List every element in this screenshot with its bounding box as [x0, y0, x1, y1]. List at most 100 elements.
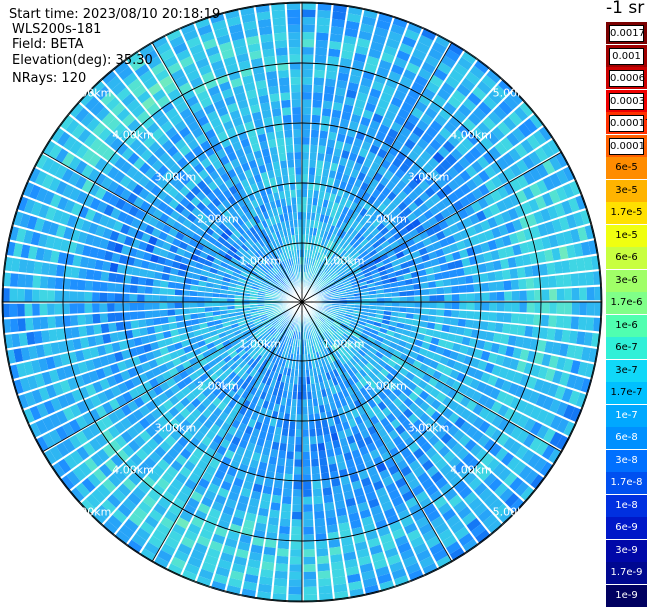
range-gate-cell: [63, 135, 77, 151]
range-gate-cell: [197, 312, 206, 319]
range-gate-cell: [122, 284, 131, 293]
range-gate-cell: [245, 262, 254, 270]
range-gate-cell: [178, 126, 191, 139]
range-gate-cell: [383, 310, 392, 316]
range-gate-cell: [190, 185, 201, 196]
range-gate-cell: [270, 379, 277, 388]
range-gate-cell: [42, 249, 53, 263]
range-gate-cell: [487, 352, 498, 364]
range-gate-cell: [364, 418, 374, 429]
range-gate-cell: [395, 477, 407, 489]
range-gate-cell: [485, 331, 495, 342]
range-gate-cell: [336, 315, 344, 321]
range-gate-cell: [523, 227, 534, 241]
range-gate-cell: [390, 316, 399, 322]
range-gate-cell: [554, 328, 564, 342]
range-gate-cell: [509, 163, 523, 177]
range-gate-cell: [114, 421, 126, 435]
range-gate-cell: [70, 202, 83, 216]
range-gate-cell: [313, 320, 319, 328]
range-gate-cell: [435, 346, 445, 355]
range-gate-cell: [122, 72, 138, 87]
range-gate-cell: [320, 246, 327, 254]
range-gate-cell: [345, 20, 360, 31]
range-gate-cell: [328, 379, 335, 388]
range-gate-cell: [344, 342, 353, 350]
range-gate-cell: [402, 329, 411, 337]
range-gate-cell: [188, 472, 201, 484]
range-gate-cell: [258, 461, 268, 471]
range-gate-cell: [314, 288, 321, 294]
range-gate-cell: [519, 216, 530, 229]
range-gate-cell: [327, 55, 340, 65]
range-gate-cell: [197, 503, 211, 515]
range-gate-cell: [547, 138, 561, 155]
range-gate-cell: [522, 337, 532, 349]
range-gate-cell: [242, 299, 250, 302]
range-gate-cell: [327, 268, 334, 276]
range-gate-cell: [330, 261, 337, 269]
range-gate-cell: [260, 454, 270, 464]
range-gate-cell: [403, 397, 414, 408]
range-gate-cell: [45, 356, 56, 370]
range-gate-cell: [234, 429, 244, 439]
range-gate-cell: [286, 337, 291, 345]
range-gate-cell: [469, 213, 480, 225]
range-gate-cell: [379, 176, 390, 187]
range-gate-cell: [265, 292, 273, 296]
range-gate-cell: [382, 338, 392, 346]
colorbar-swatch: 0.001: [606, 44, 647, 67]
range-gate-cell: [316, 427, 324, 437]
range-gate-cell: [295, 444, 302, 452]
range-gate-cell: [318, 343, 324, 351]
colorbar-label: 0.001: [609, 47, 644, 65]
range-gate-cell: [185, 366, 196, 376]
range-gate-cell: [432, 94, 447, 107]
range-gate-cell: [413, 542, 428, 555]
range-gate-cell: [302, 204, 307, 213]
range-gate-cell: [350, 169, 360, 179]
range-gate-cell: [479, 272, 489, 283]
range-gate-cell: [243, 241, 252, 249]
range-gate-cell: [128, 205, 140, 217]
range-gate-cell: [489, 302, 497, 311]
range-gate-cell: [240, 326, 249, 333]
range-gate-cell: [335, 317, 344, 323]
range-gate-cell: [515, 159, 529, 174]
range-gate-cell: [286, 398, 292, 407]
range-gate-cell: [81, 427, 95, 441]
range-gate-cell: [88, 408, 101, 422]
range-gate-cell: [397, 509, 411, 521]
range-gate-cell: [127, 367, 138, 379]
range-gate-cell: [275, 274, 282, 281]
range-gate-cell: [303, 511, 314, 520]
range-gate-cell: [138, 462, 152, 475]
range-gate-cell: [376, 222, 386, 232]
range-gate-cell: [336, 228, 343, 237]
range-gate-cell: [384, 306, 392, 311]
range-gate-cell: [192, 217, 203, 228]
range-gate-cell: [368, 399, 377, 409]
range-gate-cell: [414, 307, 422, 314]
range-gate-cell: [442, 508, 457, 522]
range-gate-cell: [131, 356, 141, 367]
range-gate-cell: [273, 265, 280, 273]
range-gate-cell: [420, 150, 432, 162]
range-gate-cell: [285, 276, 291, 284]
range-gate-cell: [466, 284, 475, 293]
range-gate-cell: [464, 204, 476, 216]
range-gate-cell: [50, 250, 60, 264]
range-gate-cell: [59, 212, 71, 226]
range-gate-cell: [267, 314, 276, 319]
range-gate-cell: [278, 342, 284, 350]
range-gate-cell: [236, 387, 245, 397]
range-gate-cell: [254, 320, 262, 326]
range-gate-cell: [475, 253, 486, 264]
range-gate-cell: [430, 515, 445, 529]
range-gate-cell: [366, 278, 375, 285]
range-gate-cell: [103, 132, 118, 147]
range-gate-cell: [52, 237, 63, 251]
range-gate-cell: [254, 444, 264, 455]
range-gate-cell: [148, 535, 164, 549]
range-gate-cell: [320, 237, 326, 246]
